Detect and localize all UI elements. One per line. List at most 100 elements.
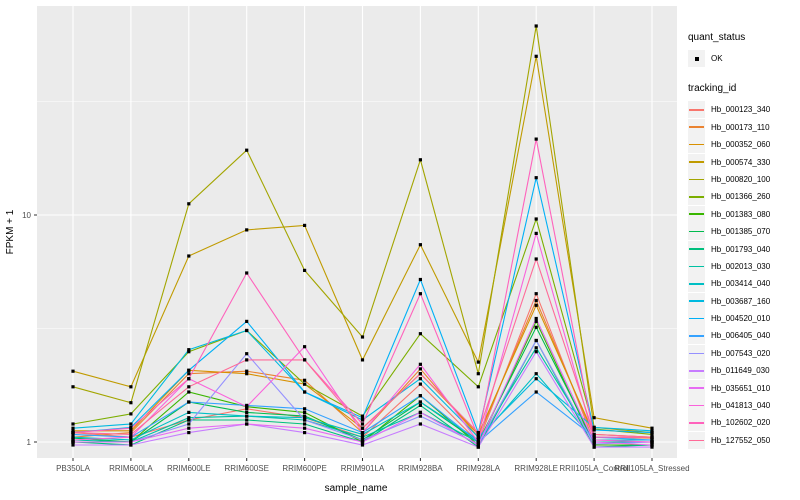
- data-point: [71, 422, 75, 426]
- data-point: [245, 319, 249, 323]
- data-point: [303, 416, 307, 420]
- data-point: [129, 422, 133, 426]
- data-point: [187, 350, 191, 354]
- data-point: [418, 377, 422, 381]
- data-point: [71, 369, 75, 373]
- data-point: [592, 445, 596, 449]
- data-point: [129, 385, 133, 389]
- legend-item-Hb_001385_070[interactable]: Hb_001385_070: [688, 223, 800, 241]
- data-point: [592, 438, 596, 442]
- legend-item-ok[interactable]: OK: [688, 50, 800, 67]
- legend-item-label: Hb_011649_030: [711, 366, 770, 376]
- data-point: [245, 418, 249, 422]
- data-point: [303, 382, 307, 386]
- color-swatch: [688, 397, 705, 415]
- series-color-line-icon: [689, 213, 704, 216]
- data-point: [476, 372, 480, 376]
- data-point: [129, 431, 133, 435]
- data-point: [187, 418, 191, 422]
- data-point: [418, 158, 422, 162]
- legend-item-Hb_000820_100[interactable]: Hb_000820_100: [688, 170, 800, 188]
- legend-item-label: Hb_000123_340: [711, 105, 771, 115]
- legend-item-Hb_003687_160[interactable]: Hb_003687_160: [688, 292, 800, 310]
- color-swatch: [688, 223, 705, 241]
- x-tick-label: RRII105LA_Stressed: [614, 464, 689, 473]
- data-point: [592, 432, 596, 436]
- data-point: [534, 346, 538, 350]
- legend-item-Hb_001383_080[interactable]: Hb_001383_080: [688, 205, 800, 223]
- legend-item-Hb_001366_260[interactable]: Hb_001366_260: [688, 188, 800, 206]
- data-point: [187, 422, 191, 426]
- x-axis-title: sample_name: [325, 483, 388, 494]
- legend-title-tracking-id: tracking_id: [688, 83, 737, 95]
- color-swatch: [688, 379, 705, 397]
- data-point: [534, 298, 538, 303]
- data-point: [245, 372, 249, 376]
- legend-item-Hb_041813_040[interactable]: Hb_041813_040: [688, 397, 800, 415]
- x-tick-label: PB350LA: [56, 464, 90, 473]
- plot-panel: [37, 6, 677, 458]
- data-point: [245, 352, 249, 356]
- series-color-line-icon: [689, 352, 704, 355]
- data-point: [650, 445, 654, 449]
- data-point: [360, 335, 365, 339]
- legend-item-Hb_007543_020[interactable]: Hb_007543_020: [688, 344, 800, 362]
- color-swatch: [688, 188, 705, 206]
- legend-item-Hb_000173_110[interactable]: Hb_000173_110: [688, 118, 800, 136]
- axis-ticks-and-labels: PB350LA RRIM600LA RRIM600LE RRIM600SE RRIM60…: [22, 211, 689, 473]
- legend-item-Hb_003414_040[interactable]: Hb_003414_040: [688, 275, 800, 293]
- data-point: [650, 443, 654, 447]
- y-tick-label: 1: [27, 438, 32, 447]
- data-point: [476, 445, 480, 449]
- data-point: [71, 440, 75, 444]
- legend-item-Hb_006405_040[interactable]: Hb_006405_040: [688, 327, 800, 345]
- data-point: [360, 438, 365, 442]
- data-point: [534, 137, 538, 141]
- legend-item-Hb_102602_020[interactable]: Hb_102602_020: [688, 414, 800, 432]
- data-point: [418, 422, 422, 426]
- data-point: [245, 414, 249, 418]
- legend-item-Hb_035651_010[interactable]: Hb_035651_010: [688, 379, 800, 397]
- series-color-line-icon: [689, 248, 704, 250]
- y-tick-label: 10: [22, 211, 31, 220]
- series-color-line-icon: [689, 143, 704, 146]
- data-point: [187, 348, 191, 352]
- legend-item-Hb_004520_010[interactable]: Hb_004520_010: [688, 310, 800, 328]
- data-point: [534, 231, 538, 235]
- legend-item-Hb_000574_330[interactable]: Hb_000574_330: [688, 153, 800, 171]
- color-swatch: [688, 362, 705, 380]
- series-color-line-icon: [689, 109, 704, 111]
- legend-item-Hb_000123_340[interactable]: Hb_000123_340: [688, 101, 800, 119]
- data-point: [592, 440, 596, 444]
- x-tick-label: RRIM928LA: [457, 464, 501, 473]
- data-point: [129, 426, 133, 430]
- data-point: [360, 358, 365, 362]
- series-color-line-icon: [689, 387, 704, 389]
- color-swatch: [688, 431, 705, 449]
- data-point: [476, 435, 480, 439]
- legend-item-label: Hb_004520_010: [711, 314, 771, 324]
- data-point: [650, 426, 654, 430]
- data-point: [418, 292, 422, 296]
- data-point: [650, 440, 654, 444]
- panel-background: [37, 6, 677, 458]
- y-axis-title: FPKM + 1: [5, 209, 16, 254]
- legend-item-Hb_002013_030[interactable]: Hb_002013_030: [688, 257, 800, 275]
- data-point: [418, 414, 422, 418]
- legend-item-label: Hb_041813_040: [711, 401, 771, 411]
- data-point: [418, 277, 422, 282]
- legend-item-Hb_127552_050[interactable]: Hb_127552_050: [688, 431, 800, 449]
- series-color-line-icon: [689, 282, 704, 285]
- legend-item-Hb_000352_060[interactable]: Hb_000352_060: [688, 136, 800, 154]
- legend-item-Hb_001793_040[interactable]: Hb_001793_040: [688, 240, 800, 258]
- data-points: [71, 24, 654, 449]
- legend-item-Hb_011649_030[interactable]: Hb_011649_030: [688, 362, 800, 380]
- data-point: [245, 405, 249, 409]
- data-point: [71, 438, 75, 442]
- data-point: [303, 358, 307, 362]
- data-point: [418, 243, 422, 247]
- data-point: [360, 440, 365, 444]
- data-point: [534, 325, 538, 329]
- data-point: [129, 412, 133, 416]
